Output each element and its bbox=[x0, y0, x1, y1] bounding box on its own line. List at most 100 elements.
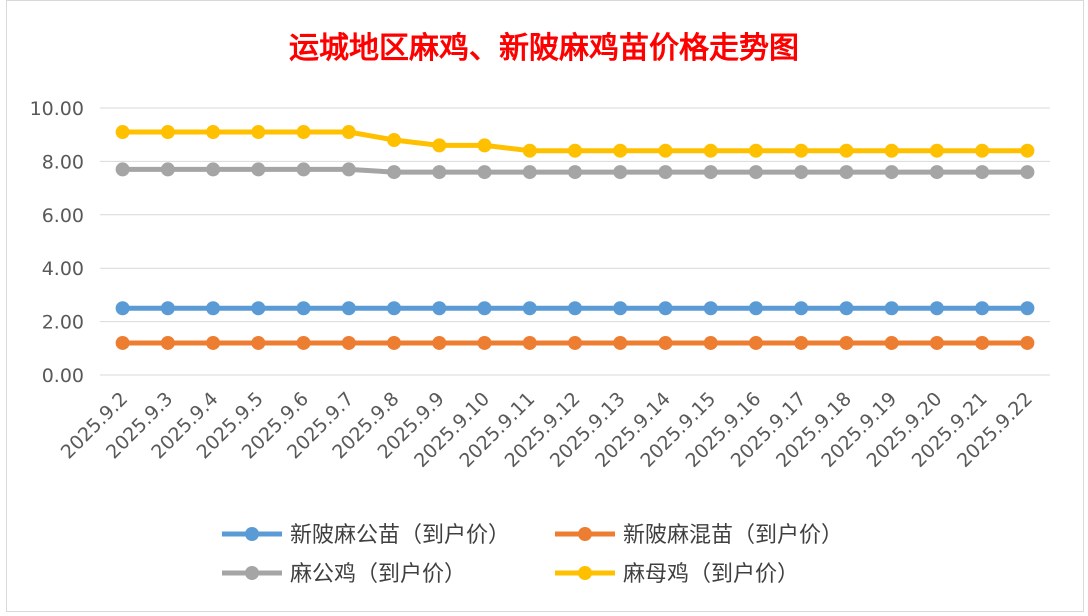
series-layer bbox=[115, 125, 1035, 350]
data-point bbox=[975, 165, 990, 180]
data-point bbox=[296, 301, 311, 316]
data-point bbox=[477, 301, 492, 316]
data-point bbox=[975, 301, 990, 316]
y-tick-label: 10.00 bbox=[30, 98, 84, 120]
data-point bbox=[658, 335, 673, 350]
grid-lines bbox=[100, 107, 1050, 376]
legend-item: 麻公鸡（到户价） bbox=[222, 562, 466, 587]
data-point bbox=[658, 301, 673, 316]
data-point bbox=[658, 165, 673, 180]
data-point bbox=[884, 301, 899, 316]
data-point bbox=[206, 335, 221, 350]
data-point bbox=[432, 335, 447, 350]
data-point bbox=[206, 162, 221, 177]
data-point bbox=[929, 165, 944, 180]
data-point bbox=[568, 335, 582, 350]
data-point bbox=[613, 335, 628, 350]
data-point bbox=[748, 165, 763, 180]
data-point bbox=[206, 301, 221, 316]
data-point bbox=[432, 138, 447, 153]
data-point bbox=[703, 165, 718, 180]
x-axis-ticks: 2025.9.22025.9.32025.9.42025.9.52025.9.6… bbox=[57, 388, 1037, 472]
data-point bbox=[1020, 301, 1035, 316]
y-tick-label: 6.00 bbox=[42, 205, 84, 227]
data-point bbox=[341, 335, 356, 350]
data-point bbox=[387, 301, 402, 316]
data-point bbox=[387, 133, 402, 148]
data-point bbox=[1020, 143, 1035, 158]
data-point bbox=[251, 335, 266, 350]
series-2 bbox=[115, 335, 1035, 350]
data-point bbox=[251, 125, 266, 140]
data-point bbox=[115, 301, 130, 316]
data-point bbox=[568, 301, 582, 316]
data-point bbox=[160, 335, 175, 350]
data-point bbox=[387, 165, 402, 180]
data-point bbox=[568, 143, 582, 158]
series-4 bbox=[115, 125, 1035, 158]
y-tick-label: 4.00 bbox=[42, 258, 84, 280]
data-point bbox=[522, 335, 537, 350]
data-point bbox=[160, 125, 175, 140]
data-point bbox=[477, 138, 492, 153]
data-point bbox=[613, 143, 628, 158]
data-point bbox=[296, 125, 311, 140]
data-point bbox=[748, 335, 763, 350]
data-point bbox=[975, 335, 990, 350]
data-point bbox=[703, 335, 718, 350]
data-point bbox=[522, 143, 537, 158]
series-3 bbox=[115, 162, 1035, 180]
data-point bbox=[432, 301, 447, 316]
legend-label: 麻母鸡（到户价） bbox=[623, 562, 799, 587]
data-point bbox=[160, 162, 175, 177]
data-point bbox=[794, 165, 809, 180]
legend-marker bbox=[578, 566, 592, 580]
data-point bbox=[975, 143, 990, 158]
data-point bbox=[884, 335, 899, 350]
data-point bbox=[929, 301, 944, 316]
data-point bbox=[296, 335, 311, 350]
data-point bbox=[884, 143, 899, 158]
data-point bbox=[341, 125, 356, 140]
data-point bbox=[432, 165, 447, 180]
data-point bbox=[251, 162, 266, 177]
data-point bbox=[387, 335, 402, 350]
legend-item: 新陂麻公苗（到户价） bbox=[222, 523, 510, 548]
data-point bbox=[341, 162, 356, 177]
data-point bbox=[839, 301, 854, 316]
data-point bbox=[115, 125, 130, 140]
chart-title: 运城地区麻鸡、新陂麻鸡苗价格走势图 bbox=[289, 31, 799, 66]
data-point bbox=[703, 143, 718, 158]
data-point bbox=[613, 301, 628, 316]
data-point bbox=[839, 165, 854, 180]
data-point bbox=[115, 162, 130, 177]
series-1 bbox=[115, 301, 1035, 316]
legend-marker bbox=[245, 527, 259, 541]
data-point bbox=[613, 165, 628, 180]
data-point bbox=[477, 335, 492, 350]
data-point bbox=[794, 301, 809, 316]
data-point bbox=[477, 165, 492, 180]
data-point bbox=[929, 143, 944, 158]
data-point bbox=[839, 143, 854, 158]
data-point bbox=[522, 301, 537, 316]
legend-label: 麻公鸡（到户价） bbox=[290, 562, 466, 587]
legend-item: 麻母鸡（到户价） bbox=[555, 562, 799, 587]
data-point bbox=[115, 335, 130, 350]
data-point bbox=[1020, 335, 1035, 350]
data-point bbox=[296, 162, 311, 177]
legend-marker bbox=[578, 527, 592, 541]
legend-item: 新陂麻混苗（到户价） bbox=[555, 523, 843, 548]
data-point bbox=[794, 143, 809, 158]
y-tick-label: 8.00 bbox=[42, 151, 84, 173]
legend: 新陂麻公苗（到户价） 新陂麻混苗（到户价） 麻公鸡（到户价） 麻母鸡（到户价） bbox=[222, 523, 843, 587]
data-point bbox=[160, 301, 175, 316]
y-tick-label: 0.00 bbox=[42, 365, 84, 387]
legend-label: 新陂麻混苗（到户价） bbox=[623, 523, 843, 548]
data-point bbox=[794, 335, 809, 350]
legend-marker bbox=[245, 566, 259, 580]
data-point bbox=[568, 165, 582, 180]
data-point bbox=[839, 335, 854, 350]
data-point bbox=[1020, 165, 1035, 180]
